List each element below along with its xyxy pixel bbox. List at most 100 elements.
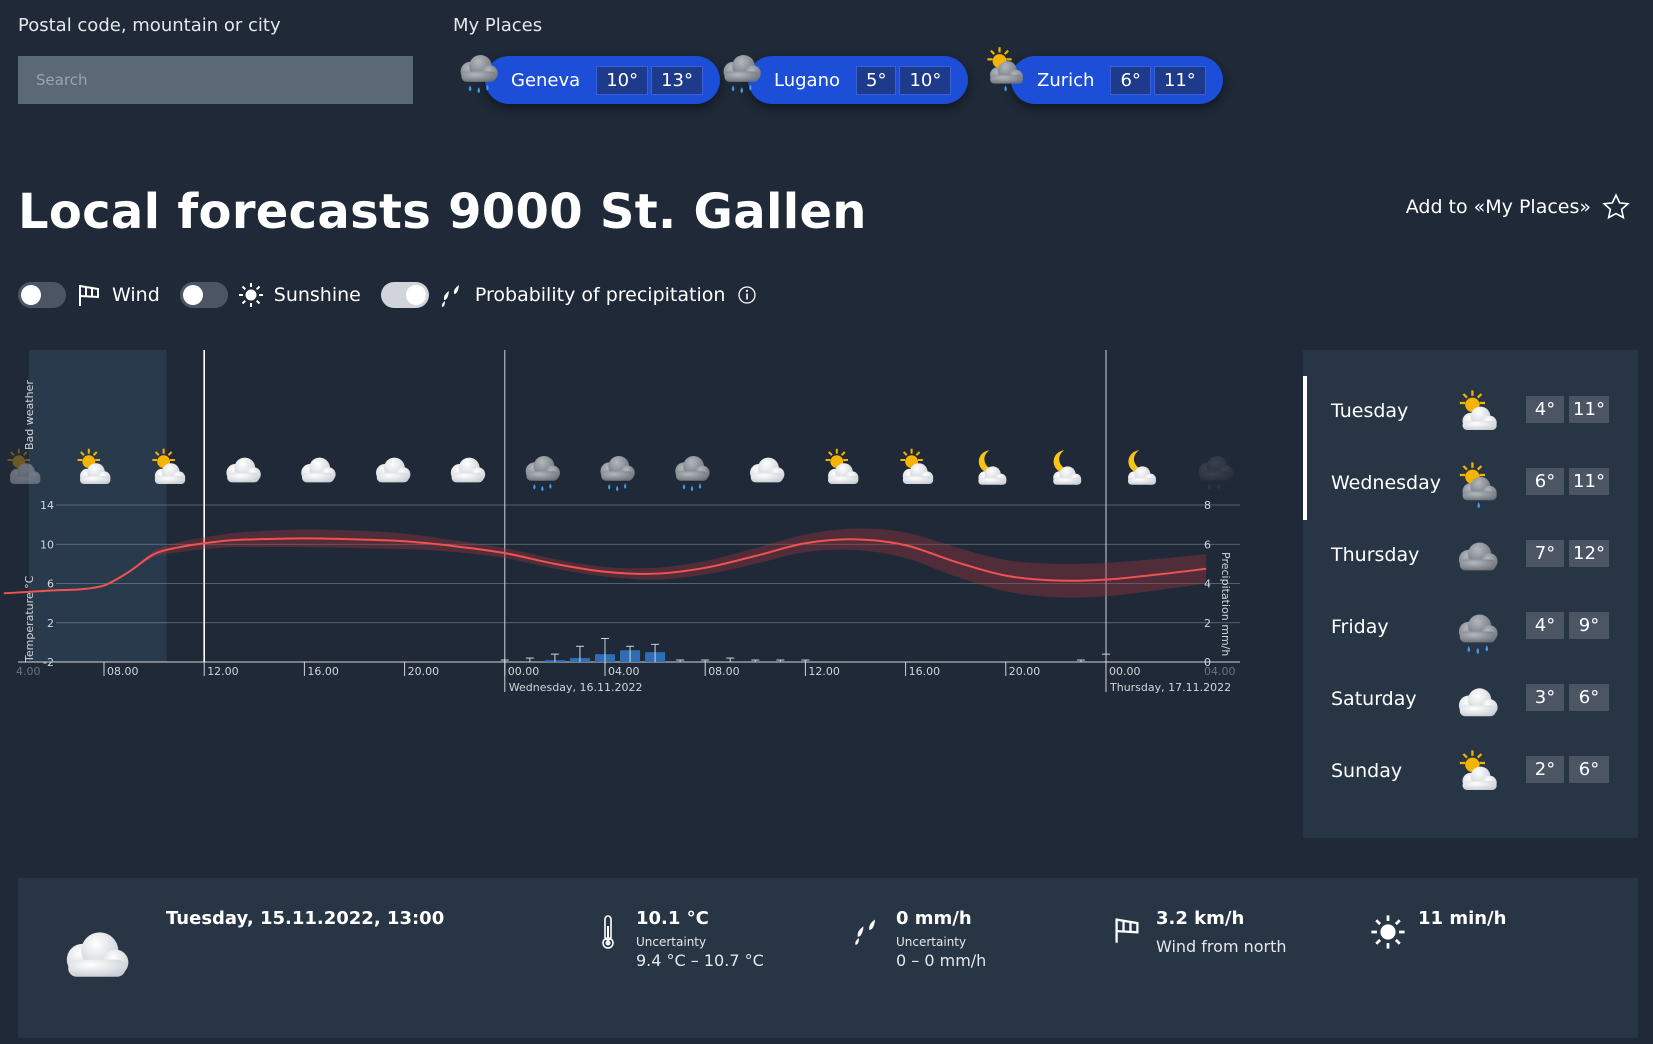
x-tick-label: 16.00 <box>307 665 339 678</box>
day-name: Saturday <box>1331 688 1417 710</box>
day-row-friday[interactable]: Friday 4° 9° <box>1303 592 1638 664</box>
wind-toggle-group: Wind <box>18 282 160 308</box>
sun-icon <box>1371 915 1405 949</box>
add-to-my-places-button[interactable]: Add to «My Places» <box>1406 192 1631 222</box>
bad-weather-label: Bad weather <box>23 380 36 450</box>
detail-temp-uncertainty-label: Uncertainty <box>636 935 707 949</box>
day-row-sunday[interactable]: Sunday 2° 6° <box>1303 736 1638 808</box>
moon-cloud-icon <box>1128 450 1156 485</box>
detail-sunshine: 11 min/h <box>1418 908 1506 929</box>
detail-precip-uncertainty-label: Uncertainty <box>896 935 967 949</box>
place-max-temp: 11° <box>1153 65 1206 95</box>
wind-toggle[interactable] <box>18 282 66 308</box>
day-max-temp: 9° <box>1569 612 1609 639</box>
wind-toggle-label: Wind <box>112 284 160 306</box>
place-min-temp: 10° <box>596 65 649 95</box>
cloud-rain-icon <box>1449 600 1503 656</box>
star-icon <box>1602 193 1630 220</box>
x-tick-label: 00.00 <box>1109 665 1141 678</box>
precip-tick-label: 0 <box>1204 656 1211 669</box>
day-name: Sunday <box>1331 760 1403 782</box>
temp-tick-label: 6 <box>47 578 54 591</box>
temperature-line <box>3 537 1207 595</box>
place-max-temp: 13° <box>651 65 703 95</box>
detail-temp-range: 9.4 °C – 10.7 °C <box>636 951 764 970</box>
day-row-wednesday[interactable]: Wednesday 6° 11° <box>1303 448 1638 520</box>
sun-cloud-icon <box>900 449 933 484</box>
place-max-temp: 10° <box>899 65 952 95</box>
cloud-rain-icon <box>714 40 766 96</box>
temp-tick-label: 14 <box>40 499 54 512</box>
search-input[interactable] <box>18 56 413 104</box>
cloud-icon <box>750 457 785 483</box>
cloud-icon <box>44 908 144 994</box>
raindrops-icon <box>855 919 876 945</box>
day-max-temp: 12° <box>1569 540 1609 567</box>
temp-tick-label: 10 <box>40 538 54 551</box>
day-min-temp: 6° <box>1526 468 1564 495</box>
day-min-temp: 4° <box>1526 612 1564 639</box>
precip-tick-label: 6 <box>1204 538 1211 551</box>
detail-wind-direction: Wind from north <box>1156 937 1287 956</box>
info-icon[interactable] <box>737 285 757 305</box>
place-name: Zurich <box>1037 69 1095 91</box>
cloud-rain-icon <box>600 456 634 491</box>
place-lugano[interactable]: Lugano 5° 10° <box>748 56 969 104</box>
cloud-rain-icon <box>526 456 560 491</box>
cloud-rain-icon <box>451 40 503 96</box>
windsock-icon <box>79 285 99 306</box>
detail-precipitation: 0 mm/h Uncertainty 0 – 0 mm/h <box>896 908 986 970</box>
dark-cloud-icon <box>1198 456 1234 490</box>
x-tick-label: 20.00 <box>408 665 440 678</box>
past-period-shade <box>28 350 167 662</box>
day-min-temp: 2° <box>1526 756 1564 783</box>
sun-cloud-icon <box>1449 384 1503 440</box>
day-label: Wednesday, 16.11.2022 <box>509 681 643 694</box>
place-zurich[interactable]: Zurich 6° 11° <box>1011 56 1223 104</box>
my-places-label: My Places <box>453 15 543 36</box>
temp-tick-label: -2 <box>43 656 54 669</box>
day-row-thursday[interactable]: Thursday 7° 12° <box>1303 520 1638 592</box>
cloud-rain-icon <box>675 456 709 491</box>
x-tick-label: 04.00 <box>608 665 640 678</box>
detail-precip-value: 0 mm/h <box>896 908 972 929</box>
forecast-chart[interactable]: 14 10 6 2 -2 8 6 4 2 0 08.00 12.00 16.00 20.00 00.00 04… <box>0 340 1260 710</box>
place-name: Lugano <box>774 69 840 91</box>
day-name: Tuesday <box>1331 400 1409 422</box>
day-row-saturday[interactable]: Saturday 3° 6° <box>1303 664 1638 736</box>
day-name: Wednesday <box>1331 472 1442 494</box>
thermometer-icon <box>602 915 614 949</box>
place-min-temp: 5° <box>856 65 897 95</box>
precipitation-toggle[interactable] <box>380 282 429 308</box>
sun-cloud-rain-icon <box>1449 456 1503 512</box>
x-tick-label: 08.00 <box>107 665 139 678</box>
day-max-temp: 6° <box>1569 756 1609 783</box>
cloud-icon <box>376 457 411 483</box>
sun-icon <box>238 283 263 307</box>
temperature-uncertainty-band <box>3 528 1207 598</box>
sunshine-toggle-label: Sunshine <box>273 284 361 306</box>
day-row-tuesday[interactable]: Tuesday 4° 11° <box>1303 376 1638 448</box>
precip-toggle-group: Probability of precipitation <box>380 282 768 308</box>
day-max-temp: 6° <box>1569 684 1609 711</box>
x-tick-label: 00.00 <box>508 665 540 678</box>
sunshine-toggle[interactable] <box>179 282 228 308</box>
detail-precip-range: 0 – 0 mm/h <box>896 951 987 970</box>
day-max-temp: 11° <box>1569 396 1609 423</box>
precipitation-toggle-label: Probability of precipitation <box>474 284 726 306</box>
moon-cloud-icon <box>1053 450 1082 485</box>
precip-tick-label: 8 <box>1204 499 1211 512</box>
cloud-icon <box>1449 672 1503 728</box>
sun-cloud-icon <box>826 449 859 484</box>
sunshine-toggle-group: Sunshine <box>179 282 361 308</box>
detail-temp-value: 10.1 °C <box>636 908 709 929</box>
day-name: Thursday <box>1331 544 1420 566</box>
day-min-temp: 4° <box>1526 396 1564 423</box>
x-tick-label-edge: 04.00 <box>1204 665 1236 678</box>
cloud-icon <box>226 457 261 483</box>
temp-axis-label: Temperature °C <box>23 575 36 663</box>
place-geneva[interactable]: Geneva 10° 13° <box>485 56 720 104</box>
temp-tick-label: 2 <box>47 617 54 630</box>
x-tick-label: 20.00 <box>1009 665 1041 678</box>
precip-tick-label: 4 <box>1204 578 1211 591</box>
